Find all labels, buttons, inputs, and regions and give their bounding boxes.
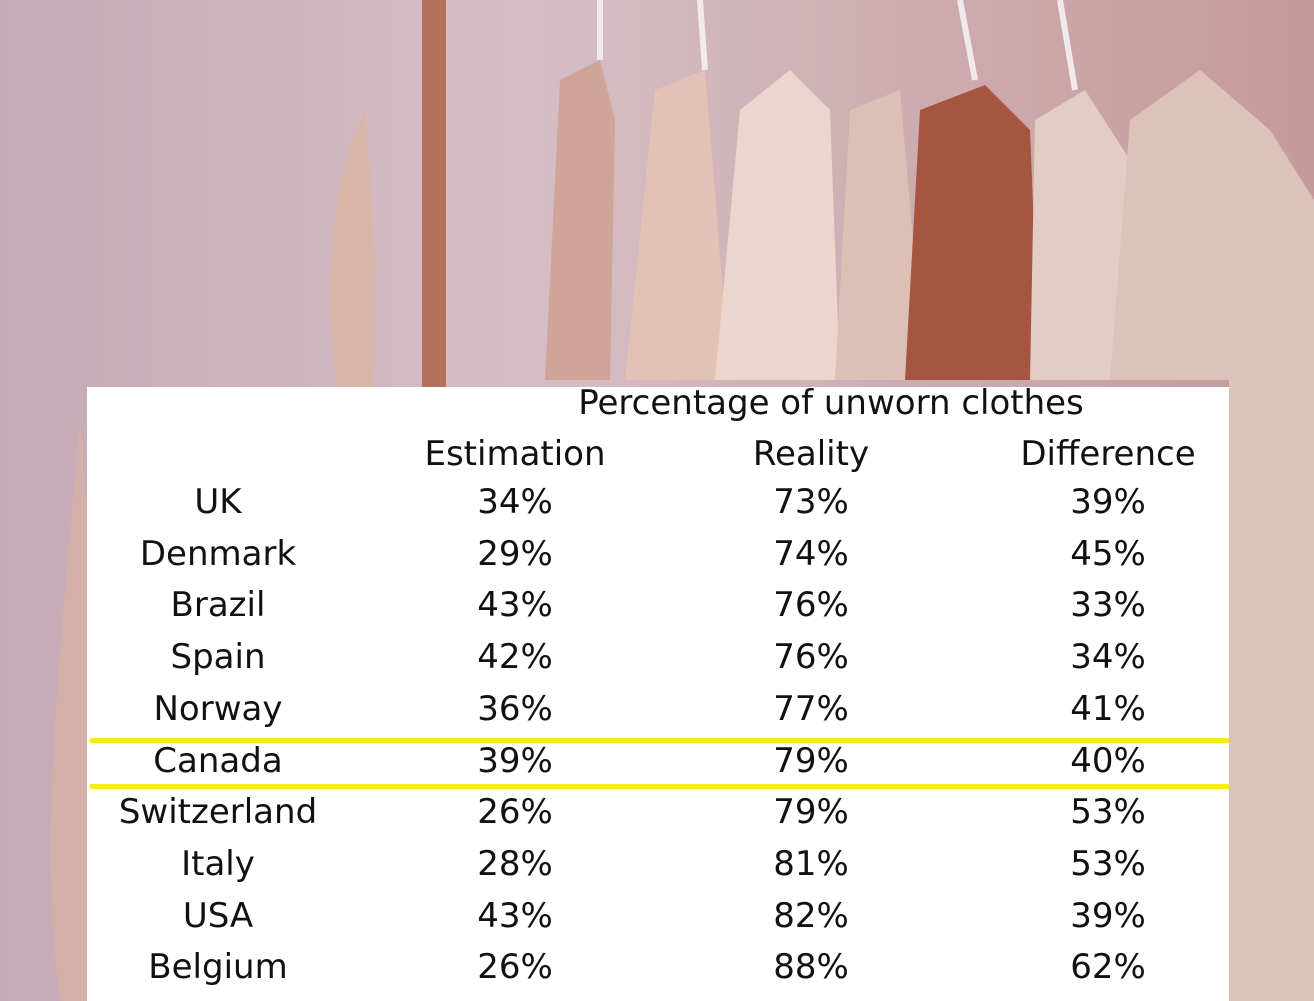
table-cell-reality: 81%: [773, 844, 849, 884]
table-cell-difference: 39%: [1070, 896, 1146, 936]
table-cell-difference: 53%: [1070, 792, 1146, 832]
table-cell-estimation: 34%: [477, 482, 553, 522]
row-label: Spain: [170, 637, 266, 677]
table-cell-difference: 34%: [1070, 637, 1146, 677]
row-label: UK: [194, 482, 242, 522]
table-cell-reality: 79%: [773, 792, 849, 832]
highlight-line-top: [90, 738, 1229, 743]
table-cell-reality: 76%: [773, 585, 849, 625]
highlight-line-bottom: [90, 784, 1229, 789]
table-cell-difference: 39%: [1070, 482, 1146, 522]
table-cell-estimation: 43%: [477, 896, 553, 936]
table-cell-difference: 40%: [1070, 741, 1146, 781]
table-cell-estimation: 42%: [477, 637, 553, 677]
table-cell-reality: 79%: [773, 741, 849, 781]
table-cell-estimation: 43%: [477, 585, 553, 625]
row-label: Norway: [153, 689, 283, 729]
table-title: Percentage of unworn clothes: [578, 383, 1084, 423]
table-cell-estimation: 26%: [477, 947, 553, 987]
column-header-estimation: Estimation: [424, 434, 606, 474]
table-cell-estimation: 26%: [477, 792, 553, 832]
table-cell-estimation: 39%: [477, 741, 553, 781]
column-header-difference: Difference: [1020, 434, 1196, 474]
row-label: Canada: [153, 741, 283, 781]
rack-pole: [422, 0, 446, 400]
row-label: Denmark: [139, 534, 297, 574]
table-panel: [87, 387, 1229, 1001]
table-cell-difference: 62%: [1070, 947, 1146, 987]
column-header-reality: Reality: [752, 434, 870, 474]
table-cell-estimation: 28%: [477, 844, 553, 884]
table-cell-reality: 74%: [773, 534, 849, 574]
table-cell-difference: 33%: [1070, 585, 1146, 625]
row-label: Brazil: [170, 585, 266, 625]
table-cell-reality: 82%: [773, 896, 849, 936]
table-cell-reality: 88%: [773, 947, 849, 987]
table-cell-reality: 76%: [773, 637, 849, 677]
table-cell-reality: 73%: [773, 482, 849, 522]
row-label: Italy: [181, 844, 255, 884]
row-label: Belgium: [148, 947, 288, 987]
table-cell-difference: 45%: [1070, 534, 1146, 574]
table-cell-difference: 41%: [1070, 689, 1146, 729]
row-label: USA: [182, 896, 254, 936]
table-cell-reality: 77%: [773, 689, 849, 729]
row-label: Switzerland: [118, 792, 318, 832]
table-cell-difference: 53%: [1070, 844, 1146, 884]
table-cell-estimation: 29%: [477, 534, 553, 574]
table-cell-estimation: 36%: [477, 689, 553, 729]
